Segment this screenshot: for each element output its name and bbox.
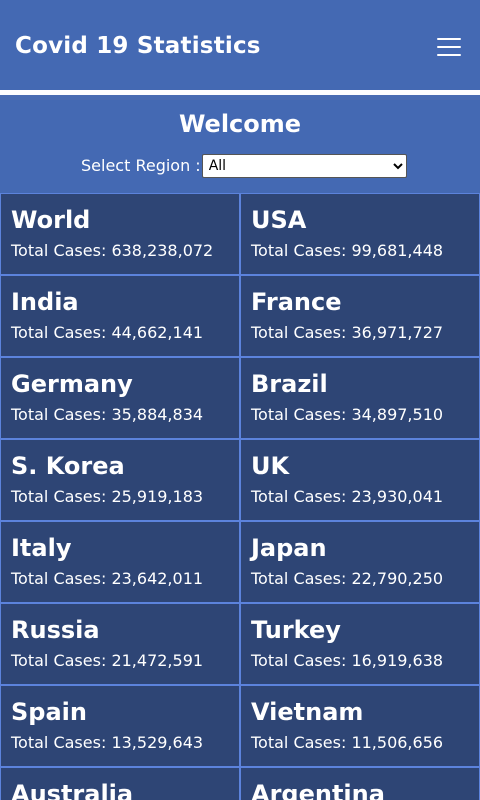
country-card[interactable]: UK Total Cases: 23,930,041 [240,439,480,521]
country-card[interactable]: Argentina [240,767,480,800]
country-name: Italy [11,534,72,562]
total-cases-value: 25,919,183 [111,487,204,506]
total-cases: Total Cases: 638,238,072 [11,241,213,260]
welcome-section: Welcome Select Region : All [0,100,480,193]
total-cases-value: 16,919,638 [351,651,444,670]
total-cases-label: Total Cases: [251,405,347,424]
menu-bar-bottom [437,54,461,56]
total-cases-value: 21,472,591 [111,651,204,670]
total-cases-value: 23,930,041 [351,487,444,506]
welcome-title: Welcome [178,110,302,138]
country-name: S. Korea [11,452,125,480]
country-name: Vietnam [251,698,364,726]
total-cases-label: Total Cases: [251,651,347,670]
menu-bar-top [437,38,461,40]
total-cases: Total Cases: 34,897,510 [251,405,443,424]
total-cases-label: Total Cases: [251,569,347,588]
total-cases-value: 23,642,011 [111,569,204,588]
country-card[interactable]: Italy Total Cases: 23,642,011 [0,521,240,603]
total-cases-value: 13,529,643 [111,733,204,752]
menu-bar-middle [437,46,461,48]
country-card[interactable]: Russia Total Cases: 21,472,591 [0,603,240,685]
total-cases: Total Cases: 35,884,834 [11,405,203,424]
country-name: World [11,206,91,234]
country-card[interactable]: Vietnam Total Cases: 11,506,656 [240,685,480,767]
country-name: Germany [11,370,133,398]
total-cases: Total Cases: 16,919,638 [251,651,443,670]
country-name: Turkey [251,616,341,644]
hamburger-menu-icon[interactable] [437,38,463,58]
country-card[interactable]: Japan Total Cases: 22,790,250 [240,521,480,603]
country-name: Brazil [251,370,328,398]
region-selector-row: Select Region : All [81,153,407,178]
total-cases: Total Cases: 23,930,041 [251,487,443,506]
country-card[interactable]: Turkey Total Cases: 16,919,638 [240,603,480,685]
total-cases-label: Total Cases: [11,733,107,752]
region-select[interactable]: All [201,153,407,178]
total-cases-label: Total Cases: [11,241,107,260]
country-grid: World Total Cases: 638,238,072 USA Total Ca… [0,193,480,800]
total-cases-value: 44,662,141 [111,323,204,342]
total-cases-value: 36,971,727 [351,323,444,342]
country-card[interactable]: Spain Total Cases: 13,529,643 [0,685,240,767]
total-cases-value: 35,884,834 [111,405,204,424]
region-label: Select Region : [81,156,201,175]
total-cases: Total Cases: 22,790,250 [251,569,443,588]
country-name: Japan [251,534,327,562]
total-cases-value: 99,681,448 [351,241,444,260]
total-cases: Total Cases: 25,919,183 [11,487,203,506]
app-title: Covid 19 Statistics [15,33,261,59]
country-name: Spain [11,698,87,726]
total-cases-label: Total Cases: [251,323,347,342]
total-cases: Total Cases: 44,662,141 [11,323,203,342]
total-cases-label: Total Cases: [11,405,107,424]
total-cases-value: 638,238,072 [111,241,214,260]
country-card[interactable]: France Total Cases: 36,971,727 [240,275,480,357]
total-cases: Total Cases: 11,506,656 [251,733,443,752]
country-name: USA [251,206,307,234]
country-name: UK [251,452,290,480]
total-cases-value: 11,506,656 [351,733,444,752]
country-name: France [251,288,342,316]
country-card[interactable]: Australia [0,767,240,800]
app-header: Covid 19 Statistics [0,0,480,95]
country-card[interactable]: Brazil Total Cases: 34,897,510 [240,357,480,439]
country-card[interactable]: World Total Cases: 638,238,072 [0,193,240,275]
total-cases-value: 22,790,250 [351,569,444,588]
country-name: Russia [11,616,100,644]
total-cases: Total Cases: 36,971,727 [251,323,443,342]
total-cases-label: Total Cases: [11,323,107,342]
country-card[interactable]: Germany Total Cases: 35,884,834 [0,357,240,439]
country-name: Australia [11,780,134,800]
total-cases-label: Total Cases: [251,241,347,260]
total-cases-value: 34,897,510 [351,405,444,424]
total-cases-label: Total Cases: [251,733,347,752]
total-cases-label: Total Cases: [11,569,107,588]
country-name: Argentina [251,780,385,800]
total-cases: Total Cases: 99,681,448 [251,241,443,260]
total-cases: Total Cases: 23,642,011 [11,569,203,588]
total-cases-label: Total Cases: [11,651,107,670]
country-card[interactable]: India Total Cases: 44,662,141 [0,275,240,357]
country-card[interactable]: USA Total Cases: 99,681,448 [240,193,480,275]
total-cases: Total Cases: 21,472,591 [11,651,203,670]
total-cases-label: Total Cases: [11,487,107,506]
total-cases-label: Total Cases: [251,487,347,506]
country-card[interactable]: S. Korea Total Cases: 25,919,183 [0,439,240,521]
total-cases: Total Cases: 13,529,643 [11,733,203,752]
country-name: India [11,288,79,316]
